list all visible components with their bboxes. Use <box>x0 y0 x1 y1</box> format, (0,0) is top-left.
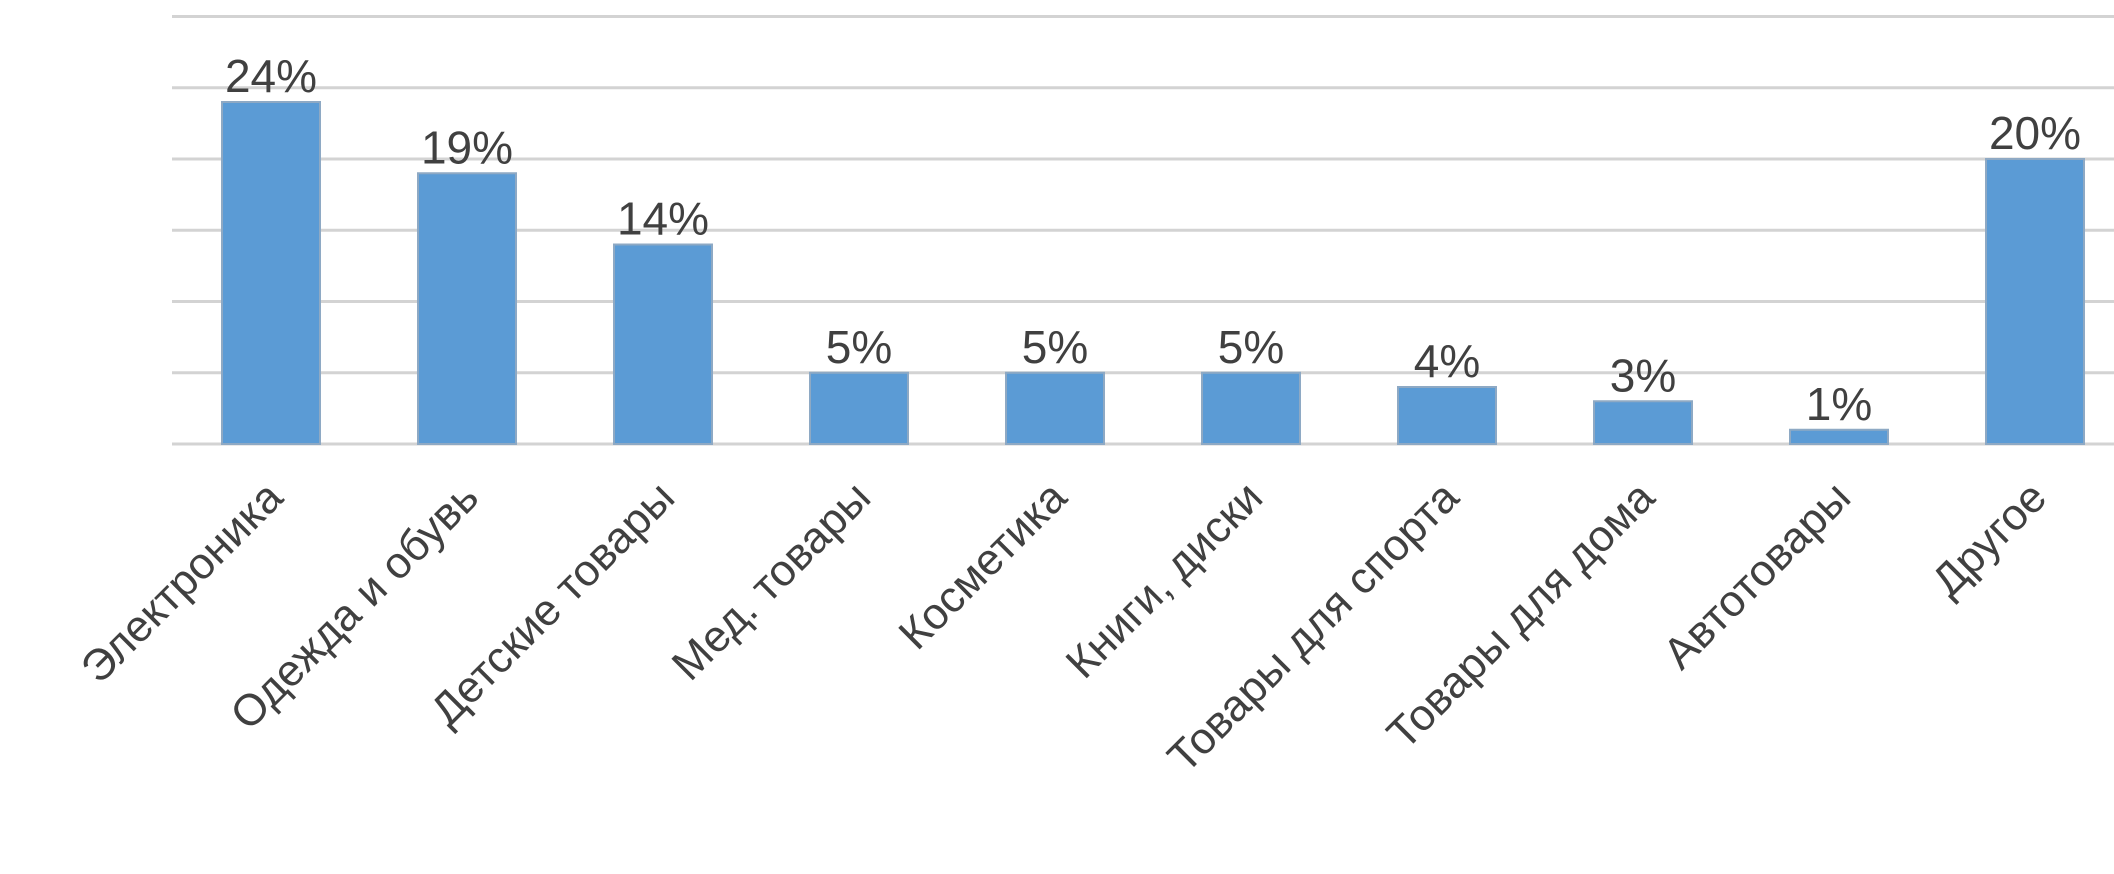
data-label: 20% <box>1989 107 2081 159</box>
data-label: 3% <box>1610 349 1676 401</box>
bar-6 <box>1201 371 1301 445</box>
data-label: 24% <box>225 50 317 102</box>
x-tick-label: Книги, диски <box>1057 472 1272 687</box>
x-tick-label: Косметика <box>890 472 1077 659</box>
bar-9 <box>1789 428 1889 445</box>
data-label: 5% <box>1218 321 1284 373</box>
data-label: 14% <box>617 193 709 245</box>
data-label: 4% <box>1414 335 1480 387</box>
bar-5 <box>1005 371 1105 445</box>
bar-7 <box>1397 386 1497 445</box>
bar-1 <box>221 101 321 445</box>
x-tick-label: Другое <box>1923 472 2057 606</box>
data-label: 5% <box>826 321 892 373</box>
bars <box>221 101 2085 445</box>
data-labels: 24% 19% 14% 5% 5% 5% 4% 3% 1% 20% <box>225 50 2081 430</box>
data-label: 1% <box>1806 378 1872 430</box>
bar-3 <box>613 243 713 445</box>
data-label: 19% <box>421 121 513 173</box>
bar-4 <box>809 371 909 445</box>
x-tick-label: Мед. товары <box>663 472 880 689</box>
x-tick-label: Автотовары <box>1654 472 1860 678</box>
data-label: 5% <box>1022 321 1088 373</box>
bar-2 <box>417 172 517 445</box>
bar-10 <box>1985 158 2085 445</box>
x-tick-label: Электроника <box>72 472 293 693</box>
bar-8 <box>1593 400 1693 445</box>
